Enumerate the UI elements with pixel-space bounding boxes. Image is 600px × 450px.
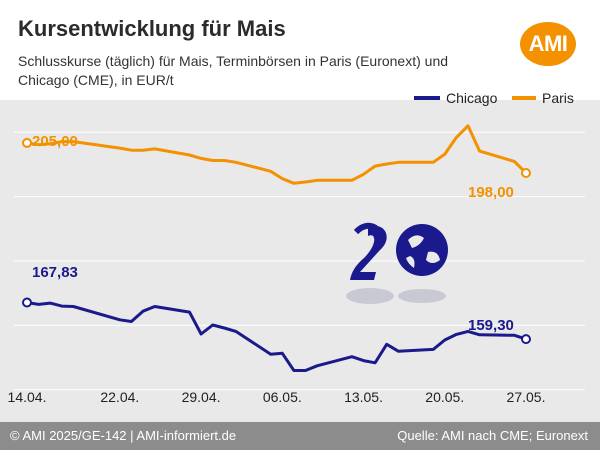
data-point-chicago [521,334,531,345]
series-line-chicago [26,301,527,372]
data-point-chicago [22,297,32,308]
series-lines [22,124,531,372]
footer-copyright: © AMI 2025/GE-142 | AMI-informiert.de [10,428,237,443]
x-axis-ticks: 14.04. 22.04. 29.04. 06.05. 13.05. 20.05. 27.0… [8,389,546,405]
data-point-paris [22,137,32,148]
ami-logo: AMI [520,22,576,66]
line-chart: 14.04. 22.04. 29.04. 06.05. 13.05. 20.05. 27.0… [8,90,585,405]
chicago-end-label: 159,30 [468,317,514,334]
grid-lines [14,131,585,391]
legend-paris-label: Paris [542,90,574,106]
footer: © AMI 2025/GE-142 | AMI-informiert.de Qu… [0,422,600,450]
paris-start-label: 205,00 [32,133,78,150]
x-tick-label: 27.05. [507,389,546,405]
legend-chicago-label: Chicago [446,90,498,106]
x-tick-label: 20.05. [425,389,464,405]
legend: Chicago Paris [414,90,574,106]
chicago-start-label: 167,83 [32,264,78,281]
x-tick-label: 14.04. [8,389,47,405]
chart-header: Kursentwicklung für Mais Schlusskurse (t… [0,0,600,100]
x-tick-label: 29.04. [182,389,221,405]
x-tick-label: 22.04. [100,389,139,405]
chart-title: Kursentwicklung für Mais [18,16,286,41]
data-point-paris [521,167,531,178]
globe-decoration-icon [346,222,448,304]
chart-subtitle: Schlusskurse (täglich) für Mais, Terminb… [18,53,449,88]
x-tick-label: 13.05. [344,389,383,405]
value-labels: 205,00 198,00 167,83 159,30 [32,133,514,334]
paris-end-label: 198,00 [468,184,514,201]
footer-source: Quelle: AMI nach CME; Euronext [397,428,588,443]
series-line-paris [26,124,528,185]
x-tick-label: 06.05. [263,389,302,405]
